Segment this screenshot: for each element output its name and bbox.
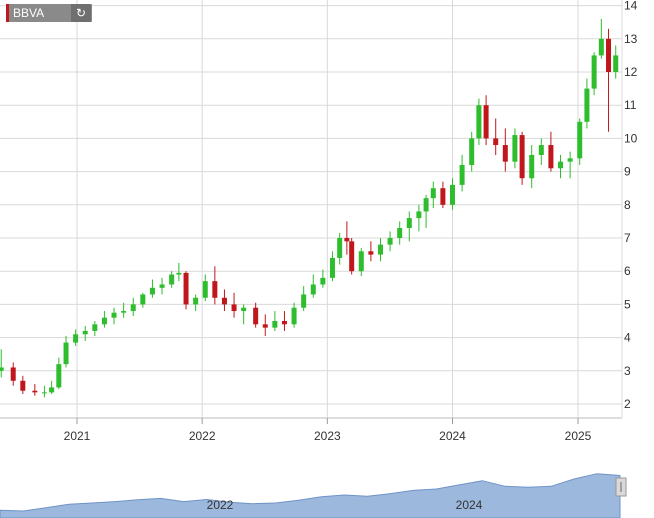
candle-body [176, 272, 182, 275]
y-tick-label: 11 [624, 98, 637, 112]
candle-body [416, 211, 422, 219]
candle-body [92, 324, 98, 331]
candle-body [140, 294, 146, 305]
candle-body [73, 334, 79, 343]
candle-body [320, 277, 326, 285]
candle-body [483, 105, 489, 139]
candle-body [449, 184, 455, 205]
y-tick-label: 7 [624, 231, 631, 245]
y-tick-label: 14 [624, 0, 638, 13]
y-tick-label: 8 [624, 198, 631, 212]
candle-body [20, 380, 26, 391]
candle-body [538, 145, 544, 155]
candle-body [63, 342, 69, 365]
candle-body [212, 281, 218, 298]
candle-body [0, 367, 4, 371]
candle-body [377, 244, 383, 255]
candle-body [469, 138, 475, 165]
candle-body [368, 251, 374, 255]
navigator-tick-label: 2022 [207, 498, 234, 512]
candle-body [32, 390, 38, 393]
candle-body [262, 324, 268, 328]
candle-body [344, 238, 350, 242]
y-tick-label: 9 [624, 165, 631, 179]
candle-body [598, 38, 604, 56]
candle-body [41, 392, 47, 394]
candle-body [358, 251, 364, 272]
candle-body [558, 161, 564, 169]
price-chart[interactable]: 2 3 4 5 6 7 8 9 10 11 12 13 14 2021 2022 2023 2024 2025 [0, 0, 654, 460]
candle-body [548, 145, 554, 169]
candle-body [272, 321, 278, 328]
candle-body [202, 281, 208, 298]
y-tick-label: 6 [624, 264, 631, 278]
candle-body [149, 287, 155, 295]
candle-body [430, 188, 436, 199]
refresh-icon[interactable]: ↻ [71, 4, 91, 22]
candle-body [584, 88, 590, 122]
y-tick-label: 4 [624, 331, 631, 345]
candle-body [519, 135, 525, 179]
x-tick-label: 2021 [64, 429, 91, 443]
candle-body [397, 228, 403, 238]
candle-body [301, 294, 307, 308]
candle-body [291, 307, 297, 325]
x-tick-label: 2024 [439, 429, 466, 443]
y-tick-label: 3 [624, 364, 631, 378]
candle-body [241, 307, 247, 312]
candle-body [512, 135, 518, 162]
candle-body [567, 158, 573, 162]
candle-body [183, 272, 189, 305]
y-tick-label: 5 [624, 297, 631, 311]
candle-body [577, 121, 583, 159]
y-tick-label: 2 [624, 397, 631, 411]
candle-body [529, 155, 535, 179]
y-tick-label: 10 [624, 131, 638, 145]
navigator-chart[interactable]: 2022 2024 [0, 462, 654, 518]
x-tick-label: 2023 [314, 429, 341, 443]
candle-body [591, 55, 597, 89]
y-tick-label: 13 [624, 32, 638, 46]
plot-area [0, 0, 622, 418]
candle-body [253, 307, 259, 325]
candle-body [56, 364, 62, 388]
candle-body [329, 257, 335, 278]
x-tick-label: 2025 [565, 429, 592, 443]
candle-body [493, 138, 499, 146]
candle-body [111, 312, 117, 318]
candle-body [193, 297, 199, 305]
candle-body [337, 238, 343, 258]
candle-body [606, 38, 612, 72]
symbol-color-marker [6, 4, 9, 22]
candle-body [440, 188, 446, 205]
candle-body [159, 284, 165, 288]
candle-body [101, 317, 107, 325]
candle-body [82, 330, 88, 335]
candle-body [169, 274, 175, 285]
navigator-area [0, 473, 621, 518]
candle-body [121, 311, 127, 313]
symbol-tag[interactable]: BBVA ↻ [6, 4, 92, 22]
candle-body [231, 304, 237, 312]
symbol-label: BBVA [13, 6, 45, 20]
candle-body [310, 284, 316, 295]
candle-body [387, 238, 393, 245]
candle-body [49, 387, 55, 393]
candle-body [406, 218, 412, 229]
x-tick-label: 2022 [189, 429, 216, 443]
candle-body [349, 241, 355, 272]
navigator-tick-label: 2024 [456, 498, 483, 512]
candle-body [10, 367, 16, 381]
candle-body [502, 145, 508, 162]
candle-body [476, 105, 482, 139]
candle-body [281, 321, 287, 325]
y-tick-label: 12 [624, 65, 638, 79]
candle-body [423, 198, 429, 212]
candle-body [459, 164, 465, 185]
candle-body [221, 297, 227, 305]
candle-body [130, 304, 136, 312]
candle-body [613, 55, 619, 72]
